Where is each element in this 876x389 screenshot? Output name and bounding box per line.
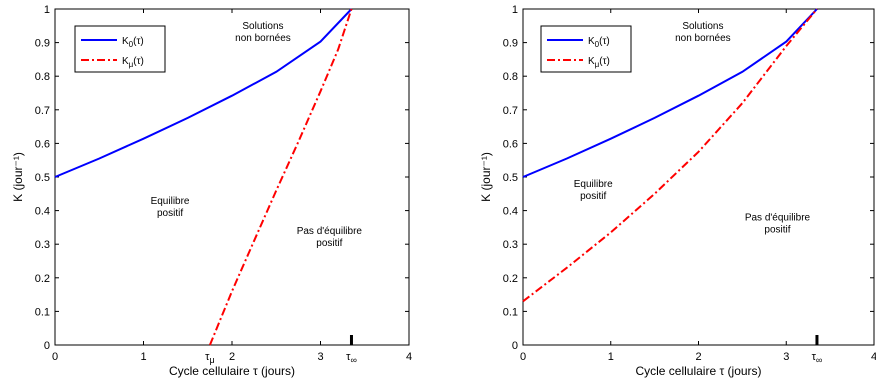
special-tick-label: τ∞ (346, 351, 357, 365)
y-tick-label: 0.6 (35, 138, 50, 150)
y-tick-label: 1 (512, 4, 518, 16)
y-tick-label: 0 (512, 340, 518, 352)
x-tick-label: 1 (608, 351, 614, 363)
x-tick-label: 1 (140, 351, 146, 363)
y-tick-label: 0.8 (503, 71, 518, 83)
x-tick-label: 4 (871, 351, 876, 363)
y-tick-label: 0.5 (503, 172, 518, 184)
x-tick-label: 4 (406, 351, 412, 363)
y-axis-label: K (jour⁻¹) (479, 152, 493, 202)
special-tick-label: τ∞ (812, 351, 823, 365)
y-tick-label: 0.9 (503, 38, 518, 50)
x-axis-label: Cycle cellulaire τ (jours) (635, 364, 761, 378)
y-tick-label: 0.3 (35, 239, 50, 251)
legend: K0(τ)Kμ(τ) (541, 26, 631, 72)
y-tick-label: 0.1 (35, 306, 50, 318)
x-tick-label: 3 (783, 351, 789, 363)
region-annotation: Solutions non bornées (235, 21, 291, 44)
y-tick-label: 0.2 (35, 273, 50, 285)
y-tick-label: 0.5 (35, 172, 50, 184)
y-tick-label: 0 (44, 340, 50, 352)
y-tick-label: 0.9 (35, 38, 50, 50)
x-tick-label: 0 (520, 351, 526, 363)
y-tick-label: 0.6 (503, 138, 518, 150)
x-tick-label: 3 (317, 351, 323, 363)
special-tick-label: τμ (205, 351, 215, 365)
x-tick-label: 2 (695, 351, 701, 363)
x-tick-label: 0 (52, 351, 58, 363)
legend-box (541, 26, 631, 72)
y-tick-label: 0.4 (35, 206, 50, 218)
y-tick-label: 0.4 (503, 206, 518, 218)
y-axis-label: K (jour⁻¹) (11, 152, 25, 202)
region-annotation: Solutions non bornées (675, 21, 731, 44)
y-tick-label: 0.7 (503, 105, 518, 117)
y-tick-label: 0.7 (35, 105, 50, 117)
y-tick-label: 0.8 (35, 71, 50, 83)
chart-panel-2: 0 1 2 3 4 0 0.1 0.2 0.3 0.4 0.5 0.6 0.7 0.8 0.9 1 τ∞ Cycl… (479, 4, 876, 378)
chart-panel-1: 0 1 2 3 4 0 0.1 0.2 0.3 0.4 0.5 0.6 0.7 0.8 0.9 1 τμ τ∞ Cy… (11, 4, 412, 378)
y-tick-label: 0.1 (503, 306, 518, 318)
legend-box (75, 26, 165, 72)
legend: K0(τ)Kμ(τ) (75, 26, 165, 72)
y-tick-label: 1 (44, 4, 50, 16)
x-tick-label: 2 (229, 351, 235, 363)
y-tick-label: 0.2 (503, 273, 518, 285)
x-axis-label: Cycle cellulaire τ (jours) (169, 364, 295, 378)
y-tick-label: 0.3 (503, 239, 518, 251)
